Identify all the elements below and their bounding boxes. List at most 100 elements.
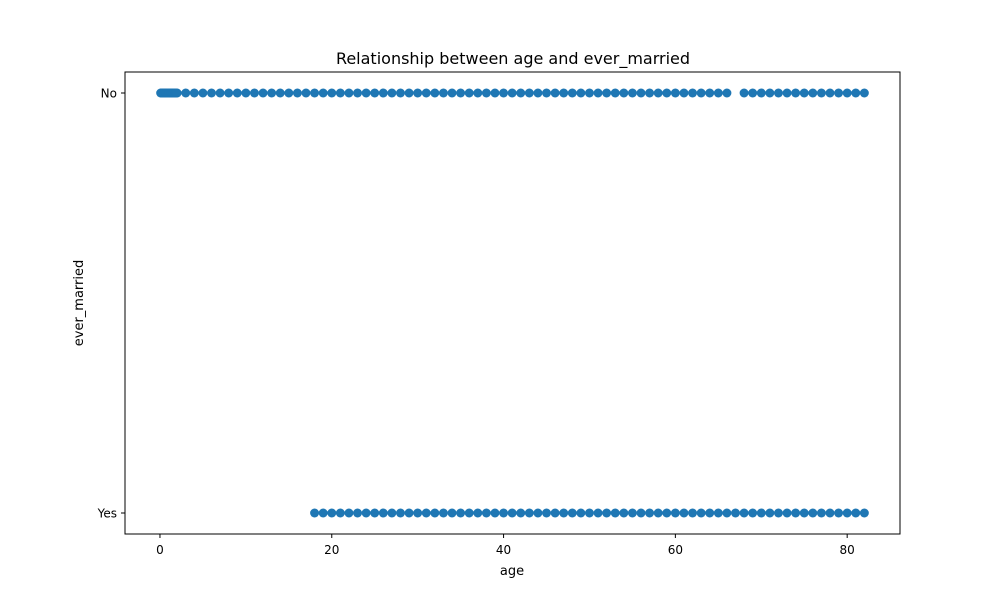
data-point [791, 88, 801, 98]
data-point [748, 508, 758, 518]
data-point [344, 508, 354, 518]
data-point [481, 88, 491, 98]
points-layer [156, 88, 869, 518]
data-point [507, 508, 517, 518]
data-point [816, 88, 826, 98]
data-point [473, 88, 483, 98]
data-point [447, 88, 457, 98]
data-point [688, 508, 698, 518]
data-point [567, 88, 577, 98]
data-point [842, 88, 852, 98]
data-point [730, 508, 740, 518]
data-point [619, 88, 629, 98]
data-point [181, 88, 191, 98]
data-point [791, 508, 801, 518]
data-point [748, 88, 758, 98]
data-point [825, 508, 835, 518]
data-point [688, 88, 698, 98]
data-point [524, 508, 534, 518]
x-tick-label: 20 [324, 543, 339, 557]
data-point [533, 88, 543, 98]
data-point [705, 508, 715, 518]
data-point [851, 508, 861, 518]
data-point [301, 88, 311, 98]
chart-title: Relationship between age and ever_marrie… [336, 49, 690, 69]
data-point [782, 508, 792, 518]
data-point [438, 88, 448, 98]
data-point [559, 508, 569, 518]
data-point [859, 88, 869, 98]
data-point [773, 88, 783, 98]
data-point [507, 88, 517, 98]
data-point [696, 508, 706, 518]
y-tick-label: No [101, 87, 117, 101]
data-point [636, 508, 646, 518]
data-point [310, 508, 320, 518]
data-point [456, 508, 466, 518]
data-point [576, 88, 586, 98]
data-point [335, 88, 345, 98]
data-point [593, 508, 603, 518]
data-point [464, 508, 474, 518]
data-point [464, 88, 474, 98]
data-point [602, 88, 612, 98]
data-point [421, 88, 431, 98]
data-point [739, 88, 749, 98]
data-point [550, 508, 560, 518]
data-point [395, 508, 405, 518]
data-point [241, 88, 251, 98]
data-point [670, 508, 680, 518]
data-point [636, 88, 646, 98]
data-point [696, 88, 706, 98]
plot-area-frame [124, 71, 901, 535]
data-point [327, 88, 337, 98]
data-point [310, 88, 320, 98]
data-point [859, 508, 869, 518]
data-point [318, 508, 328, 518]
data-point [653, 508, 663, 518]
data-point [782, 88, 792, 98]
data-point [215, 88, 225, 98]
data-point [456, 88, 466, 98]
data-point [387, 508, 397, 518]
data-point [713, 508, 723, 518]
x-axis-label: age [500, 564, 524, 579]
x-tick-label: 60 [668, 543, 683, 557]
y-tick-label: Yes [97, 507, 117, 521]
data-point [172, 88, 182, 98]
data-point [499, 508, 509, 518]
data-point [610, 508, 620, 518]
data-point [490, 508, 500, 518]
data-point [765, 88, 775, 98]
data-point [421, 508, 431, 518]
data-point [438, 508, 448, 518]
data-point [516, 508, 526, 518]
y-axis: No Yes [97, 87, 125, 521]
data-point [404, 88, 414, 98]
data-point [808, 508, 818, 518]
data-point [576, 508, 586, 518]
data-point [447, 508, 457, 518]
data-point [851, 88, 861, 98]
data-point [490, 88, 500, 98]
data-point [370, 88, 380, 98]
data-point [645, 508, 655, 518]
data-point [834, 508, 844, 518]
data-point [481, 508, 491, 518]
data-point [232, 88, 242, 98]
data-point [756, 88, 766, 98]
data-point [662, 88, 672, 98]
data-point [713, 88, 723, 98]
data-point [679, 88, 689, 98]
data-point [378, 508, 388, 518]
data-point [825, 88, 835, 98]
data-point [645, 88, 655, 98]
data-point [722, 88, 732, 98]
data-point [249, 88, 259, 98]
data-point [413, 508, 423, 518]
data-point [662, 508, 672, 518]
data-point [627, 508, 637, 518]
data-point [542, 508, 552, 518]
data-point [602, 508, 612, 518]
data-point [207, 88, 217, 98]
